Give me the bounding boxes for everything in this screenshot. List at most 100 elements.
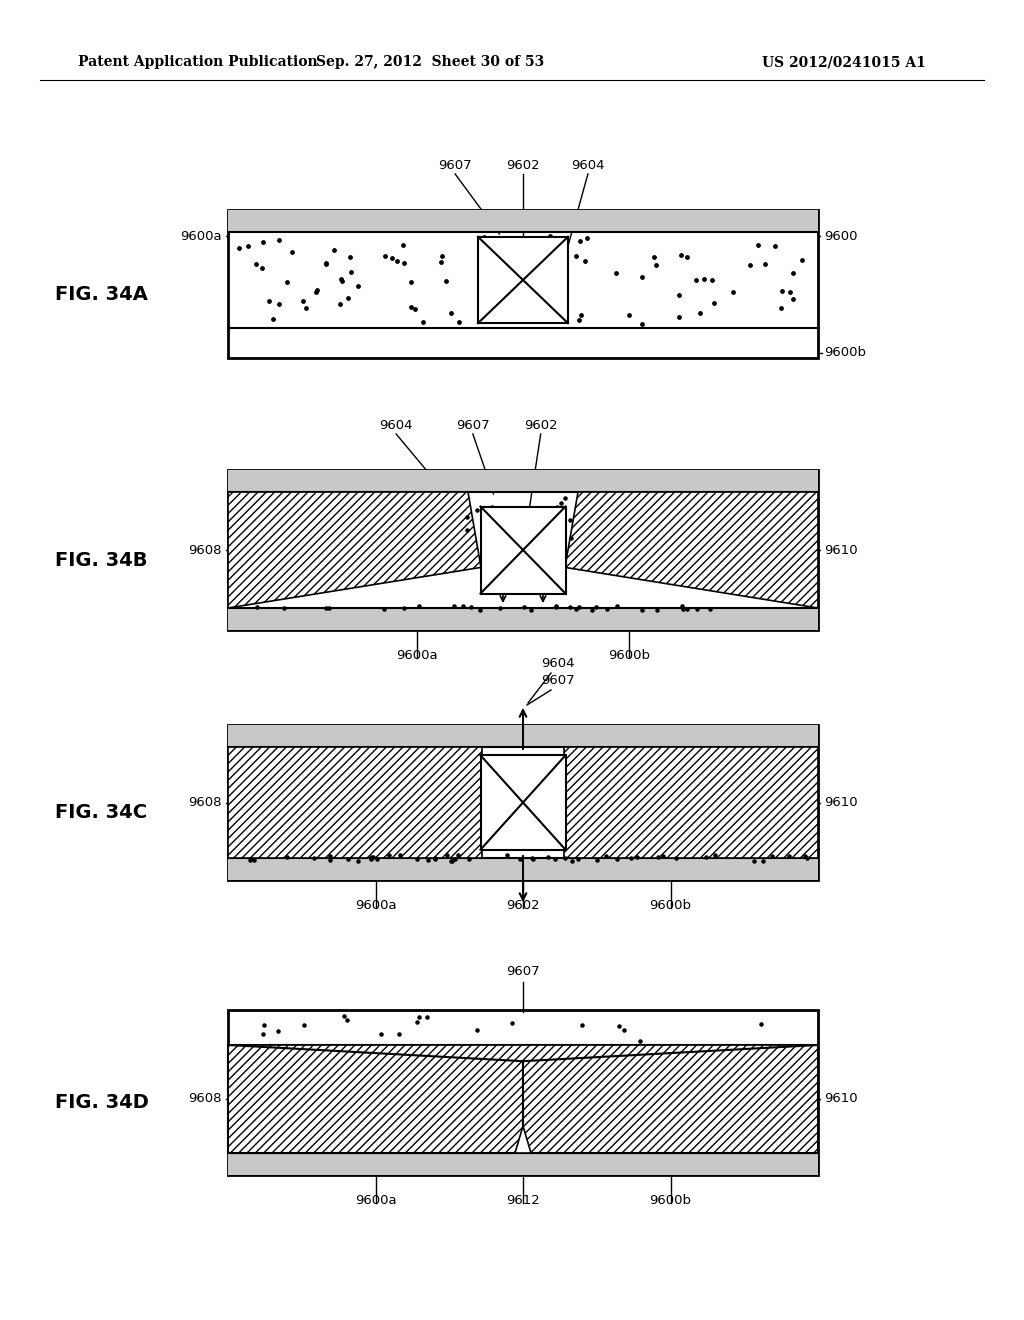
Point xyxy=(342,261,358,282)
Point xyxy=(648,255,665,276)
Point xyxy=(549,496,565,517)
Point xyxy=(571,597,588,618)
Point xyxy=(529,263,546,284)
Text: 9607: 9607 xyxy=(506,965,540,978)
Point xyxy=(438,271,455,292)
Point xyxy=(764,846,780,867)
Bar xyxy=(564,747,818,858)
Point xyxy=(410,849,426,870)
Point xyxy=(446,849,463,870)
Point xyxy=(782,281,799,302)
Point xyxy=(753,1014,769,1035)
Point xyxy=(308,281,325,302)
Point xyxy=(750,235,766,256)
Bar xyxy=(228,470,818,630)
Text: 9602: 9602 xyxy=(506,158,540,172)
Point xyxy=(542,226,558,247)
Point xyxy=(280,846,296,867)
Point xyxy=(632,1031,648,1052)
Point xyxy=(433,246,450,267)
Point xyxy=(240,235,256,256)
Point xyxy=(501,513,517,535)
Point xyxy=(540,846,556,867)
Point xyxy=(306,847,323,869)
Point xyxy=(547,849,563,870)
Polygon shape xyxy=(515,1126,531,1152)
Point xyxy=(256,1014,272,1035)
Point xyxy=(432,252,449,273)
Text: 9600b: 9600b xyxy=(649,1195,691,1206)
Point xyxy=(480,273,497,294)
Point xyxy=(261,290,278,312)
Point xyxy=(599,598,615,619)
Point xyxy=(254,257,270,279)
Point xyxy=(402,272,419,293)
Point xyxy=(362,846,379,867)
Point xyxy=(773,281,790,302)
Point xyxy=(442,302,459,323)
Point xyxy=(489,306,506,327)
Point xyxy=(402,297,419,318)
Point xyxy=(797,845,813,866)
Bar xyxy=(228,210,818,232)
Point xyxy=(270,230,287,251)
Text: 9608: 9608 xyxy=(188,796,222,809)
Text: 9600a: 9600a xyxy=(180,230,222,243)
Point xyxy=(534,506,550,527)
Point xyxy=(784,261,801,282)
Text: 9600a: 9600a xyxy=(354,1195,396,1206)
Text: 9608: 9608 xyxy=(188,544,222,557)
Polygon shape xyxy=(523,1045,818,1152)
Point xyxy=(476,227,493,248)
Point xyxy=(557,487,573,508)
Polygon shape xyxy=(228,1045,523,1152)
Bar xyxy=(478,236,568,323)
Point xyxy=(442,850,459,871)
Point xyxy=(772,297,788,318)
Point xyxy=(478,507,495,528)
Point xyxy=(611,1015,628,1036)
Point xyxy=(562,527,579,548)
Point xyxy=(317,253,334,275)
Point xyxy=(568,246,585,267)
Point xyxy=(450,845,466,866)
Point xyxy=(472,599,488,620)
Point xyxy=(248,253,264,275)
Point xyxy=(679,598,695,619)
Text: 9604: 9604 xyxy=(571,158,604,172)
Point xyxy=(279,271,295,292)
Text: 9607: 9607 xyxy=(438,158,472,172)
Point xyxy=(649,846,666,867)
Point xyxy=(634,267,650,288)
Point xyxy=(526,302,543,323)
Point xyxy=(492,598,508,619)
Point xyxy=(308,280,325,301)
Point xyxy=(649,599,666,620)
Point xyxy=(427,847,443,869)
Text: FIG. 34A: FIG. 34A xyxy=(55,285,147,304)
Point xyxy=(673,244,689,265)
Text: 9600a: 9600a xyxy=(396,649,437,663)
Point xyxy=(411,1007,427,1028)
Point xyxy=(459,519,475,540)
Point xyxy=(668,847,684,869)
Point xyxy=(349,850,366,871)
Point xyxy=(671,306,687,327)
Point xyxy=(438,845,455,866)
Point xyxy=(231,238,248,259)
Point xyxy=(655,845,672,866)
Point xyxy=(269,1020,286,1041)
Point xyxy=(322,846,338,867)
Text: 9602: 9602 xyxy=(524,418,557,432)
Point xyxy=(522,599,539,620)
Point xyxy=(741,255,758,276)
Point xyxy=(784,289,801,310)
Point xyxy=(483,496,500,517)
Point xyxy=(340,849,356,870)
Point xyxy=(242,849,258,870)
Point xyxy=(415,312,431,333)
Point xyxy=(427,849,443,870)
Point xyxy=(255,231,271,252)
Point xyxy=(381,845,397,866)
Point xyxy=(515,597,531,618)
